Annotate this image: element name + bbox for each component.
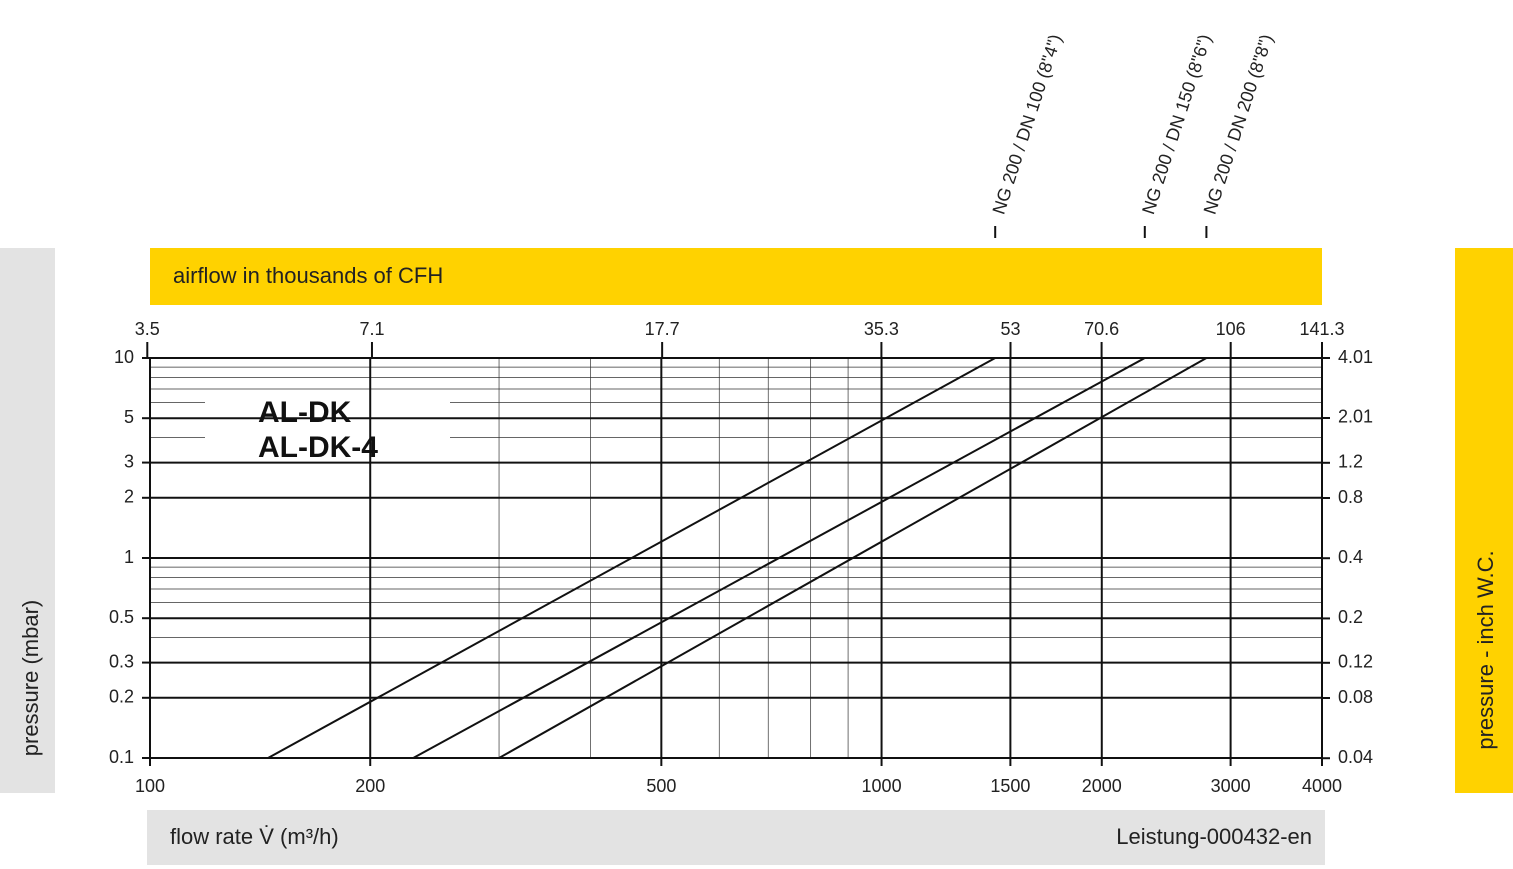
y-tick-label: 2 bbox=[124, 487, 134, 507]
x-tick-label: 100 bbox=[135, 776, 165, 796]
x2-tick-label: 106 bbox=[1216, 319, 1246, 339]
y-tick-label: 10 bbox=[114, 347, 134, 367]
y-tick-label: 0.5 bbox=[109, 607, 134, 627]
x2-axis-label: airflow in thousands of CFH bbox=[173, 263, 443, 288]
y-tick-label: 5 bbox=[124, 407, 134, 427]
top-band bbox=[150, 248, 1322, 305]
x-tick-label: 1000 bbox=[862, 776, 902, 796]
x-tick-label: 200 bbox=[355, 776, 385, 796]
x-tick-label: 1500 bbox=[990, 776, 1030, 796]
y2-axis-label: pressure - inch W.C. bbox=[1473, 550, 1498, 749]
x2-tick-label: 53 bbox=[1000, 319, 1020, 339]
y2-tick-label: 0.04 bbox=[1338, 747, 1373, 767]
x-tick-label: 3000 bbox=[1211, 776, 1251, 796]
y-tick-label: 3 bbox=[124, 451, 134, 471]
y2-tick-label: 0.4 bbox=[1338, 547, 1363, 567]
x2-tick-label: 70.6 bbox=[1084, 319, 1119, 339]
x2-tick-label: 141.3 bbox=[1299, 319, 1344, 339]
y-axis-label: pressure (mbar) bbox=[18, 600, 43, 756]
annotation: AL-DK-4 bbox=[258, 431, 378, 464]
y-tick-label: 0.1 bbox=[109, 747, 134, 767]
y-tick-label: 1 bbox=[124, 547, 134, 567]
y2-tick-label: 4.01 bbox=[1338, 347, 1373, 367]
legend-label: NG 200 / DN 200 (8"8") bbox=[1200, 32, 1277, 217]
legend-label: NG 200 / DN 150 (8"6") bbox=[1138, 32, 1215, 217]
x2-tick-label: 3.5 bbox=[135, 319, 160, 339]
x2-tick-label: 17.7 bbox=[645, 319, 680, 339]
x-tick-label: 2000 bbox=[1082, 776, 1122, 796]
x2-tick-label: 7.1 bbox=[359, 319, 384, 339]
y2-tick-label: 0.8 bbox=[1338, 487, 1363, 507]
y-tick-label: 0.3 bbox=[109, 651, 134, 671]
x-tick-label: 4000 bbox=[1302, 776, 1342, 796]
bottom-band bbox=[147, 810, 1325, 865]
y2-tick-label: 0.2 bbox=[1338, 607, 1363, 627]
y2-tick-label: 1.2 bbox=[1338, 452, 1363, 472]
series-line bbox=[498, 357, 1207, 759]
plot-frame bbox=[149, 357, 1323, 759]
left-band bbox=[0, 248, 55, 793]
legend-label: NG 200 / DN 100 (8"4") bbox=[988, 32, 1065, 217]
x2-tick-label: 35.3 bbox=[864, 319, 899, 339]
series-line bbox=[412, 357, 1146, 759]
y2-tick-label: 2.01 bbox=[1338, 407, 1373, 427]
series-line bbox=[267, 357, 996, 759]
y-tick-label: 0.2 bbox=[109, 687, 134, 707]
x-axis-label: flow rate V̇ (m³/h) bbox=[170, 824, 339, 849]
x-tick-label: 500 bbox=[646, 776, 676, 796]
y2-tick-label: 0.12 bbox=[1338, 652, 1373, 672]
right-band bbox=[1455, 248, 1513, 793]
footnote: Leistung-000432-en bbox=[1116, 824, 1312, 849]
y2-tick-label: 0.08 bbox=[1338, 687, 1373, 707]
annotation: AL-DK bbox=[258, 396, 352, 429]
label-box bbox=[205, 393, 450, 471]
